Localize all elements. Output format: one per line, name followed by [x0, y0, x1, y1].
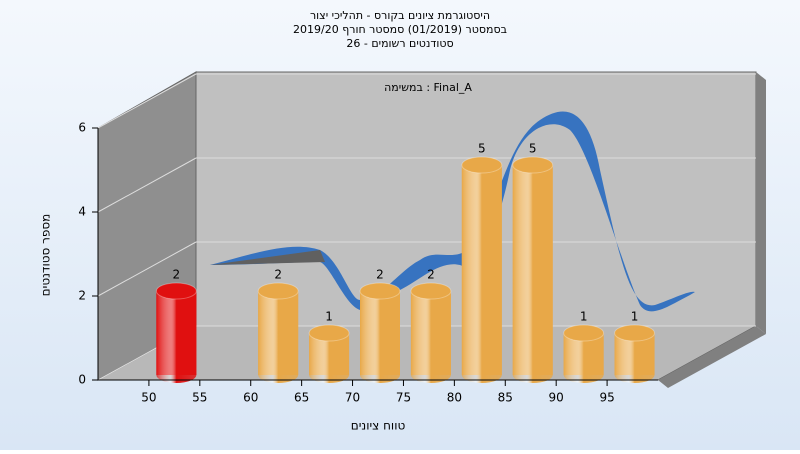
- bar: [512, 165, 553, 383]
- bar-top: [155, 282, 197, 300]
- chart-subtitle: במשימה : Final_A: [384, 81, 472, 94]
- fit-curve-shadow: [210, 250, 325, 265]
- grid-line: [97, 157, 197, 213]
- x-axis-label: טווח ציונים: [351, 419, 406, 433]
- x-tick-label: 95: [599, 391, 614, 405]
- grid-line: [97, 241, 197, 297]
- grid-line: [97, 73, 197, 129]
- bar-group: 1: [563, 310, 605, 383]
- bar-group: 5: [461, 142, 503, 383]
- data-label: 1: [580, 310, 588, 324]
- bar-top: [512, 156, 554, 174]
- y-tick-label: 2: [78, 289, 86, 303]
- data-label: 1: [631, 310, 639, 324]
- chart-title-line: סטודנטים רשומים - 26: [346, 37, 453, 50]
- bar-top: [461, 156, 503, 174]
- bar: [309, 333, 350, 383]
- data-label: 2: [376, 268, 384, 282]
- bar-group: 5: [512, 142, 554, 383]
- bar-top: [563, 324, 605, 342]
- bar: [563, 333, 604, 383]
- bar-group: 2: [359, 268, 401, 383]
- bar-top: [614, 324, 656, 342]
- bar-group: 1: [308, 310, 350, 383]
- x-tick-label: 85: [498, 391, 513, 405]
- y-tick-label: 0: [78, 373, 86, 387]
- data-label: 2: [173, 268, 181, 282]
- bar: [156, 291, 197, 383]
- data-label: 2: [427, 268, 435, 282]
- bar-top: [410, 282, 452, 300]
- bar: [410, 291, 451, 383]
- bar: [360, 291, 400, 383]
- bar-group: 2: [257, 268, 299, 383]
- bar-group: 1: [614, 310, 656, 383]
- y-axis-label: מספר סטודנטים: [39, 214, 53, 297]
- data-label: 5: [478, 142, 486, 156]
- chart-title-line: בסמסטר (01/2019) סמסטר חורף 2019/20: [293, 23, 507, 36]
- x-tick-label: 80: [447, 391, 462, 405]
- bar-group: 2: [410, 268, 452, 383]
- floor-edge: [658, 326, 766, 388]
- bar: [258, 291, 299, 383]
- bar: [614, 333, 655, 383]
- bar-top: [257, 282, 299, 300]
- x-tick-label: 75: [396, 391, 411, 405]
- bars: 2 2 1 2 2 5 5 1 1: [155, 142, 656, 383]
- x-tick-label: 50: [141, 391, 156, 405]
- bar: [461, 165, 502, 383]
- y-tick-label: 4: [78, 205, 86, 219]
- data-label: 5: [529, 142, 537, 156]
- x-tick-label: 90: [549, 391, 564, 405]
- data-label: 1: [325, 310, 333, 324]
- wall-edge: [756, 72, 766, 334]
- data-label: 2: [274, 268, 282, 282]
- chart-title-line: היסטוגרמת ציונים בקורס - תהליכי יצור: [310, 9, 490, 22]
- x-tick-label: 70: [345, 391, 360, 405]
- bar-group: 2: [155, 268, 197, 383]
- y-tick-label: 6: [78, 121, 86, 135]
- x-tick-label: 65: [294, 391, 309, 405]
- bar-top: [359, 282, 401, 300]
- x-tick-label: 55: [192, 391, 207, 405]
- bar-top: [308, 324, 350, 342]
- fit-curve: [210, 111, 695, 312]
- x-tick-label: 60: [243, 391, 258, 405]
